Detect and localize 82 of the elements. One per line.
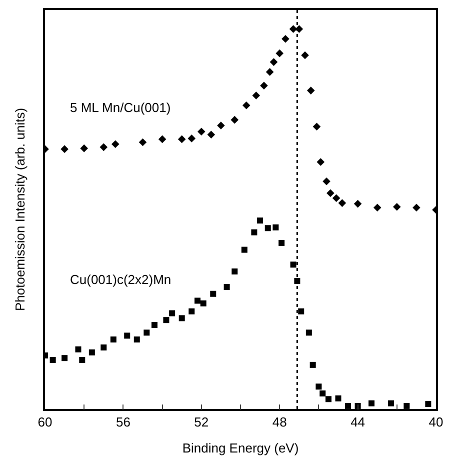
point: [332, 194, 340, 202]
y-axis-title: Photoemission Intensity (arb. units): [12, 108, 28, 312]
series-label: Cu(001)c(2x2)Mn: [70, 272, 172, 287]
x-tick-label: 60: [38, 414, 52, 430]
x-tick-label: 48: [272, 414, 287, 430]
point: [320, 390, 326, 396]
point: [425, 401, 432, 408]
point: [188, 308, 195, 314]
point: [124, 332, 130, 339]
point: [241, 246, 248, 253]
x-tick-label: 56: [116, 414, 130, 430]
point: [210, 290, 216, 297]
point: [368, 400, 374, 406]
point: [151, 322, 158, 328]
point: [144, 330, 150, 336]
point: [207, 130, 216, 139]
point: [266, 68, 274, 76]
point: [312, 122, 321, 131]
point: [100, 143, 108, 152]
point: [60, 145, 68, 153]
point: [264, 225, 271, 232]
point: [373, 204, 382, 212]
point: [224, 284, 230, 290]
point: [322, 177, 330, 186]
point: [79, 356, 86, 363]
point: [163, 317, 170, 324]
point: [345, 402, 352, 409]
point: [306, 330, 312, 336]
point: [354, 200, 362, 208]
point: [75, 346, 82, 352]
point: [388, 400, 394, 406]
point: [138, 138, 147, 146]
point: [200, 300, 206, 306]
point: [295, 25, 304, 33]
point: [188, 134, 196, 142]
point: [282, 34, 290, 43]
point: [194, 298, 200, 304]
point: [158, 135, 166, 144]
point: [393, 202, 401, 211]
point: [50, 356, 56, 363]
x-tick-label: 52: [194, 414, 209, 430]
point: [316, 384, 322, 390]
point: [301, 51, 309, 60]
x-tick-label: 40: [428, 414, 444, 430]
point: [178, 135, 186, 144]
point: [338, 199, 346, 207]
point: [217, 122, 225, 130]
point: [306, 86, 315, 94]
point: [257, 218, 264, 224]
point: [335, 395, 342, 402]
point: [260, 82, 268, 90]
point: [252, 92, 260, 100]
point: [290, 262, 296, 268]
point: [298, 308, 304, 314]
point: [272, 224, 279, 230]
point: [88, 349, 95, 356]
point: [198, 128, 206, 136]
point: [326, 189, 334, 198]
point: [111, 140, 120, 148]
point: [100, 344, 107, 350]
point: [80, 144, 88, 152]
point: [412, 204, 420, 212]
point: [230, 116, 239, 124]
point: [316, 158, 325, 166]
point: [276, 49, 284, 58]
point: [289, 25, 298, 33]
point: [404, 402, 410, 409]
point: [134, 336, 140, 342]
point: [325, 396, 332, 402]
point: [270, 58, 278, 66]
point: [278, 240, 285, 246]
point: [310, 362, 316, 368]
point: [251, 229, 258, 236]
point: [242, 101, 250, 110]
series-label: 5 ML Mn/Cu(001): [70, 100, 171, 115]
point: [62, 355, 68, 362]
point: [178, 315, 185, 322]
point: [110, 336, 116, 342]
point: [232, 268, 238, 274]
point: [169, 310, 176, 316]
x-axis-title: Binding Energy (eV): [182, 440, 299, 456]
x-tick-label: 44: [350, 414, 366, 430]
